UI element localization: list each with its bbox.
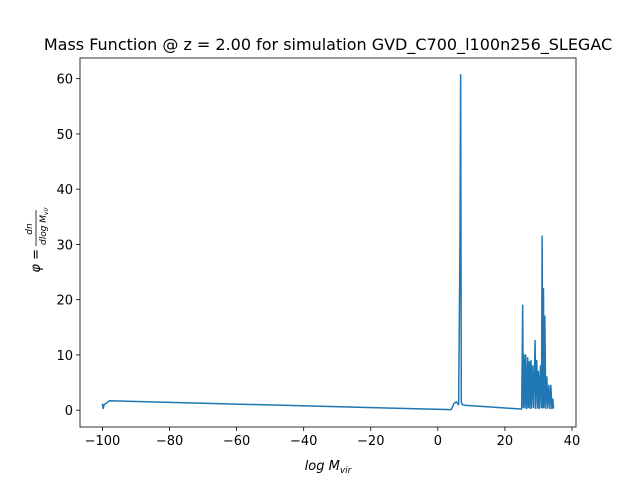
y-tick-label: 10 [56,349,73,364]
x-tick-label: −40 [290,434,317,449]
y-tick-label: 40 [56,183,73,198]
x-tick-label: 40 [564,434,581,449]
x-tick-label: −80 [156,434,183,449]
x-label-sub: vir [340,466,353,476]
y-tick-label: 0 [65,404,73,419]
y-tick-label: 50 [56,128,73,143]
x-axis-label: log Mvir [305,459,353,476]
y-tick-label: 20 [56,294,73,309]
axes-frame [79,57,577,428]
x-label-base: log M [305,459,340,474]
chart-title: Mass Function @ z = 2.00 for simulation … [44,35,612,55]
data-line [101,74,555,411]
x-tick-label: 20 [497,434,514,449]
x-tick-label: −100 [85,434,121,449]
y-label-num: dn [25,223,35,235]
x-tick-label: −60 [223,434,250,449]
y-label-den-base: dlog M [39,215,49,245]
y-label-den: dlog Mvir [39,207,50,245]
y-axis-label: φ = dn dlog Mvir [25,207,50,273]
y-tick-label: 30 [56,238,73,253]
y-tick-label: 60 [56,73,73,88]
x-tick-label: 0 [434,434,442,449]
y-label-lhs: φ = [29,249,44,273]
x-tick-label: −20 [357,434,384,449]
y-label-den-sub: vir [43,207,50,215]
